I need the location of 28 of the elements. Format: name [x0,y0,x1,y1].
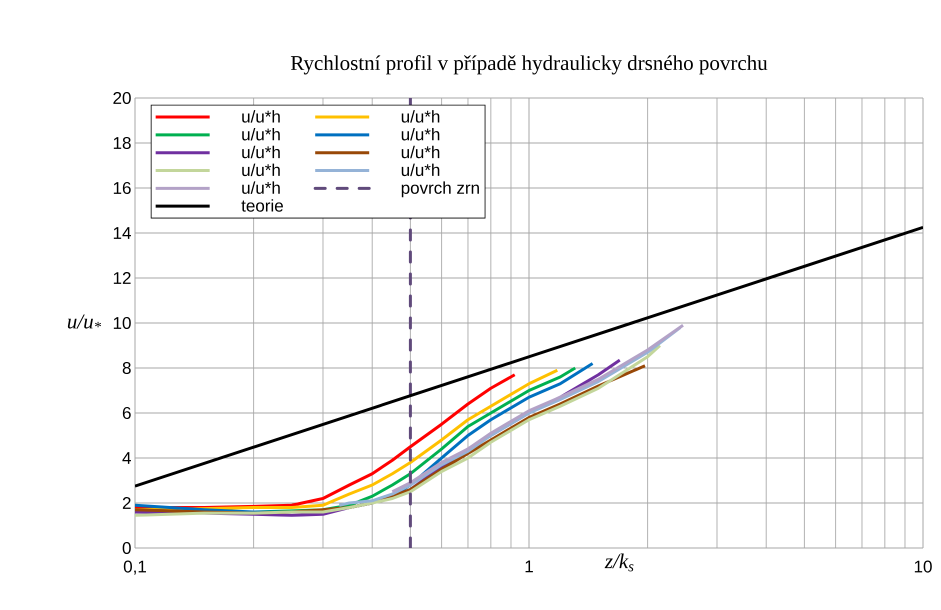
legend-label: u/u*h [402,164,440,176]
y-tick-label: 4 [122,452,131,464]
y-tick-label: 0 [122,542,131,554]
y-tick-label: 10 [114,316,131,330]
legend-label: u/u*h [242,146,280,158]
legend-label: u/u*h [402,128,440,140]
legend-label: u/u*h [242,110,280,123]
y-tick-label: 18 [114,136,131,150]
y-tick-label: 6 [122,406,131,420]
legend-label: u/u*h [402,146,440,158]
legend-label: u/u*h [402,110,440,123]
legend-label: u/u*h [242,164,280,176]
legend-label: u/u*h [242,181,280,194]
y-tick-label: 12 [114,272,131,284]
x-axis-title: z/k$_{s}$ [604,554,634,572]
y-tick-label: 2 [122,497,131,509]
y-tick-label: 16 [114,182,131,194]
x-tick-label: 0,1 [124,560,146,575]
x-tick-label: 10 [914,560,932,573]
y-tick-label: 14 [114,227,131,239]
x-tick-label: 1 [526,560,533,572]
legend-label: povrch zrn [402,181,479,198]
legend-label: u/u*h [242,128,280,140]
y-tick-label: 20 [113,92,131,104]
y-axis-title: u/u$_{*}$ [68,314,102,329]
legend-label: teorie [241,199,283,212]
chart-title: Rychlostní profil v případě hydraulicky drsného povrchu [290,55,768,74]
y-tick-label: 8 [122,362,131,374]
